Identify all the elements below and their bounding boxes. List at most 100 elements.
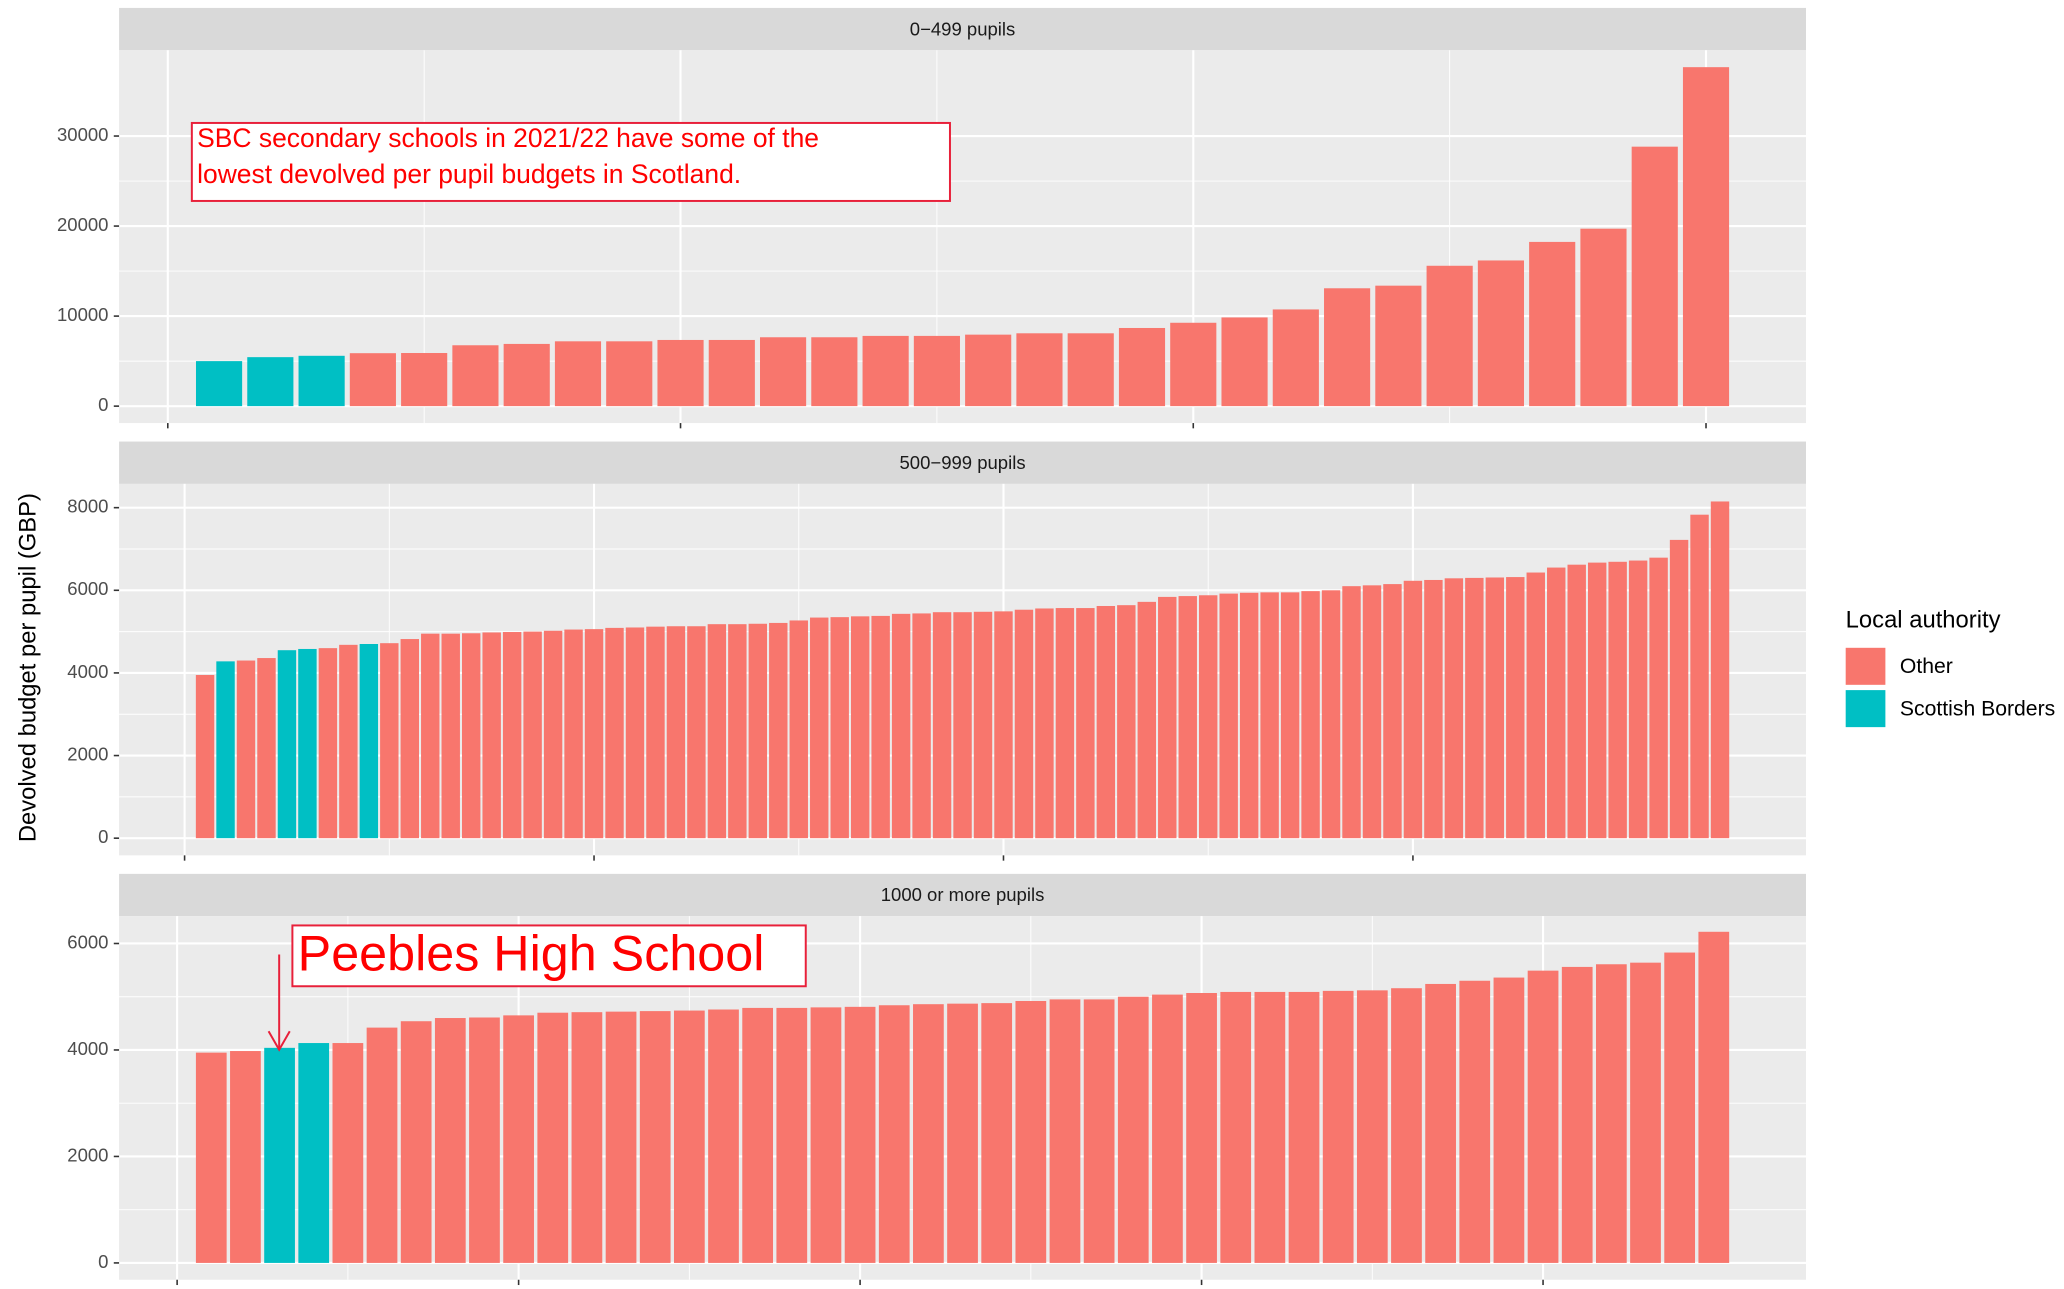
- facet-strip: [119, 873, 1807, 917]
- bar: [1608, 561, 1627, 839]
- bar: [359, 644, 379, 839]
- bar: [646, 626, 665, 839]
- bar: [728, 624, 747, 839]
- annotation-text: SBC secondary schools in 2021/22 have so…: [197, 123, 819, 153]
- annotation-box: [291, 924, 807, 988]
- facet-title: 500−999 pupils: [900, 452, 1026, 473]
- bar: [339, 644, 358, 839]
- bar: [1375, 285, 1422, 407]
- y-tick-label: 2000: [67, 743, 108, 764]
- bar: [1630, 962, 1661, 1263]
- bar: [1356, 990, 1388, 1263]
- bar: [1690, 514, 1709, 839]
- bar: [1186, 993, 1217, 1263]
- bar: [1221, 317, 1268, 407]
- bar: [947, 1003, 978, 1263]
- bar: [1049, 999, 1081, 1263]
- y-tick-label: 2000: [67, 1144, 108, 1165]
- bar: [1587, 562, 1607, 839]
- bar: [707, 624, 727, 839]
- bar: [1015, 1000, 1047, 1263]
- bar: [973, 611, 993, 839]
- bar: [1178, 596, 1197, 839]
- bar: [349, 353, 396, 407]
- bar: [257, 658, 276, 839]
- bar: [871, 615, 890, 839]
- bar: [657, 339, 704, 407]
- bar: [625, 627, 645, 839]
- bar: [965, 334, 1012, 407]
- bar: [230, 1051, 261, 1263]
- bar: [1260, 592, 1279, 839]
- bar: [1076, 608, 1095, 839]
- y-axis-title: Devolved budget per pupil (GBP): [14, 493, 41, 842]
- bar: [318, 648, 338, 839]
- bar: [810, 617, 829, 839]
- annotation-text: lowest devolved per pupil budgets in Sco…: [197, 159, 741, 189]
- bar: [1117, 605, 1136, 839]
- y-tick-label: 0: [98, 1251, 108, 1272]
- bar: [554, 341, 602, 407]
- bar: [789, 620, 808, 839]
- bar: [708, 339, 755, 407]
- annotation-arrowhead: [267, 1030, 291, 1052]
- y-tick-label: 20000: [57, 214, 108, 235]
- bar: [216, 661, 235, 839]
- bar: [1067, 333, 1114, 407]
- bar: [687, 626, 706, 839]
- bar: [1526, 572, 1545, 839]
- bar: [953, 612, 972, 839]
- bar: [1362, 585, 1382, 839]
- bar: [1083, 999, 1115, 1263]
- bar: [1444, 578, 1464, 839]
- bar: [1117, 996, 1149, 1263]
- bar: [748, 623, 768, 839]
- bar: [380, 643, 399, 839]
- bar: [673, 1010, 705, 1263]
- bar: [1301, 591, 1320, 839]
- bar: [461, 633, 481, 839]
- bar: [1239, 592, 1259, 839]
- bar: [981, 1003, 1013, 1263]
- facet-title: 1000 or more pupils: [881, 884, 1045, 905]
- bar: [1137, 601, 1157, 839]
- bar: [1383, 584, 1402, 839]
- bar: [332, 1043, 364, 1263]
- bar: [1710, 501, 1730, 839]
- bar: [1465, 577, 1484, 839]
- y-tick-label: 8000: [67, 496, 108, 517]
- bar: [1547, 567, 1566, 839]
- bar: [277, 650, 297, 839]
- facet-title: 0−499 pupils: [910, 18, 1015, 39]
- bar: [543, 630, 563, 839]
- bar: [1477, 260, 1524, 407]
- y-tick-label: 0: [98, 826, 108, 847]
- bar: [503, 1015, 534, 1263]
- bar: [1664, 952, 1696, 1263]
- bar: [1035, 608, 1054, 839]
- bar: [400, 1021, 432, 1263]
- bar: [605, 1011, 637, 1263]
- bar: [452, 345, 499, 407]
- bar: [913, 1004, 944, 1263]
- bar: [441, 633, 460, 839]
- bar: [1561, 966, 1593, 1263]
- bar: [1288, 991, 1320, 1263]
- bar: [1324, 288, 1371, 407]
- bar: [195, 674, 215, 839]
- bar: [1272, 309, 1319, 407]
- bar: [523, 631, 542, 839]
- y-tick-label: 4000: [67, 661, 108, 682]
- bar: [1403, 580, 1423, 839]
- bar: [742, 1007, 774, 1263]
- legend-key: [1845, 647, 1886, 685]
- legend-key: [1845, 690, 1886, 728]
- bar: [878, 1005, 910, 1263]
- bar: [1016, 333, 1063, 407]
- bar: [421, 633, 440, 839]
- bar: [1485, 577, 1505, 839]
- bar: [1014, 609, 1034, 839]
- bar: [1698, 931, 1730, 1263]
- bar: [769, 622, 788, 839]
